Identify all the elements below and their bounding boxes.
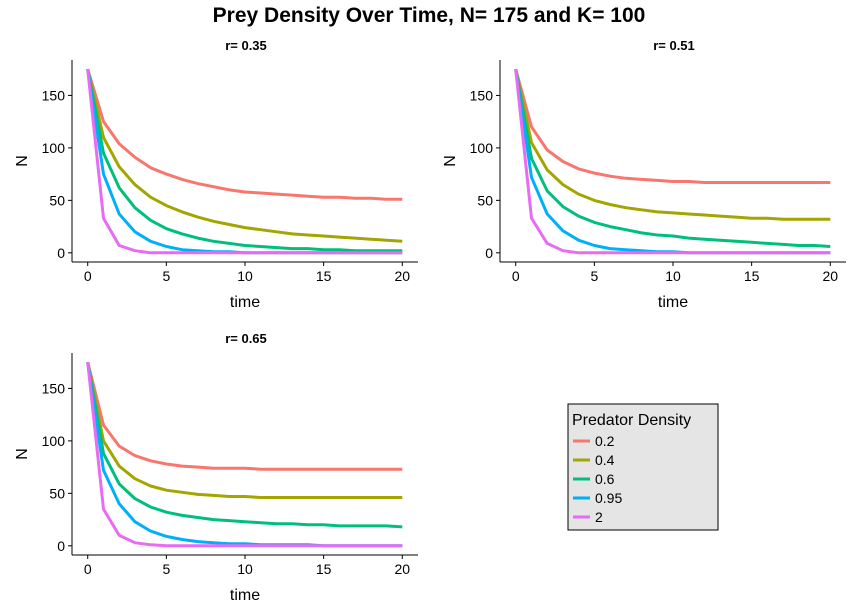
y-tick-label: 100 [470, 140, 494, 156]
y-tick-label: 150 [42, 87, 66, 103]
series-line-0_6 [86, 361, 403, 529]
y-tick-label: 150 [470, 87, 494, 103]
figure-title: Prey Density Over Time, N= 175 and K= 10… [212, 4, 646, 27]
y-axis-title: N [442, 155, 459, 167]
legend-label: 2 [595, 509, 603, 525]
y-tick-label: 150 [42, 380, 66, 396]
series-line-0_2 [86, 361, 403, 471]
y-tick-label: 50 [477, 192, 493, 208]
series-line-0_2 [514, 68, 831, 184]
panel-title: r= 0.51 [653, 38, 695, 53]
x-tick-label: 15 [316, 268, 332, 284]
panel-title: r= 0.65 [225, 331, 267, 346]
x-tick-label: 20 [822, 268, 838, 284]
x-tick-label: 10 [237, 268, 253, 284]
series-line-2 [514, 69, 831, 255]
y-tick-label: 0 [57, 538, 65, 554]
series-line-0_4 [86, 68, 403, 243]
series-line-0_4 [86, 361, 403, 499]
x-tick-label: 0 [84, 561, 92, 577]
y-tick-label: 0 [57, 245, 65, 261]
x-tick-label: 20 [394, 268, 410, 284]
y-tick-label: 100 [42, 140, 66, 156]
x-tick-label: 15 [316, 561, 332, 577]
x-tick-label: 20 [394, 561, 410, 577]
legend-label: 0.4 [595, 452, 615, 468]
x-tick-label: 10 [665, 268, 681, 284]
y-tick-label: 50 [49, 485, 65, 501]
x-tick-label: 10 [237, 561, 253, 577]
x-axis-title: time [658, 294, 688, 311]
series-line-2 [86, 69, 403, 255]
x-tick-label: 5 [590, 268, 598, 284]
panel-title: r= 0.35 [225, 38, 267, 53]
x-tick-label: 0 [512, 268, 520, 284]
x-tick-label: 5 [162, 268, 170, 284]
y-tick-label: 100 [42, 433, 66, 449]
series-line-0_6 [514, 68, 831, 248]
x-tick-label: 15 [744, 268, 760, 284]
series-line-0_4 [514, 68, 831, 221]
y-tick-label: 0 [485, 245, 493, 261]
legend-label: 0.6 [595, 471, 615, 487]
x-tick-label: 0 [84, 268, 92, 284]
series-line-0_95 [86, 68, 403, 255]
x-axis-title: time [230, 294, 260, 311]
series-line-0_2 [86, 68, 403, 201]
legend-box [567, 403, 719, 531]
x-axis-title: time [230, 587, 260, 604]
y-axis-title: N [14, 155, 31, 167]
legend-label: 0.95 [595, 490, 622, 506]
legend-label: 0.2 [595, 433, 615, 449]
y-axis-title: N [14, 448, 31, 460]
x-tick-label: 5 [162, 561, 170, 577]
series-line-0_6 [86, 68, 403, 253]
y-tick-label: 50 [49, 192, 65, 208]
legend-title: Predator Density [572, 412, 691, 429]
series-line-2 [86, 362, 403, 548]
